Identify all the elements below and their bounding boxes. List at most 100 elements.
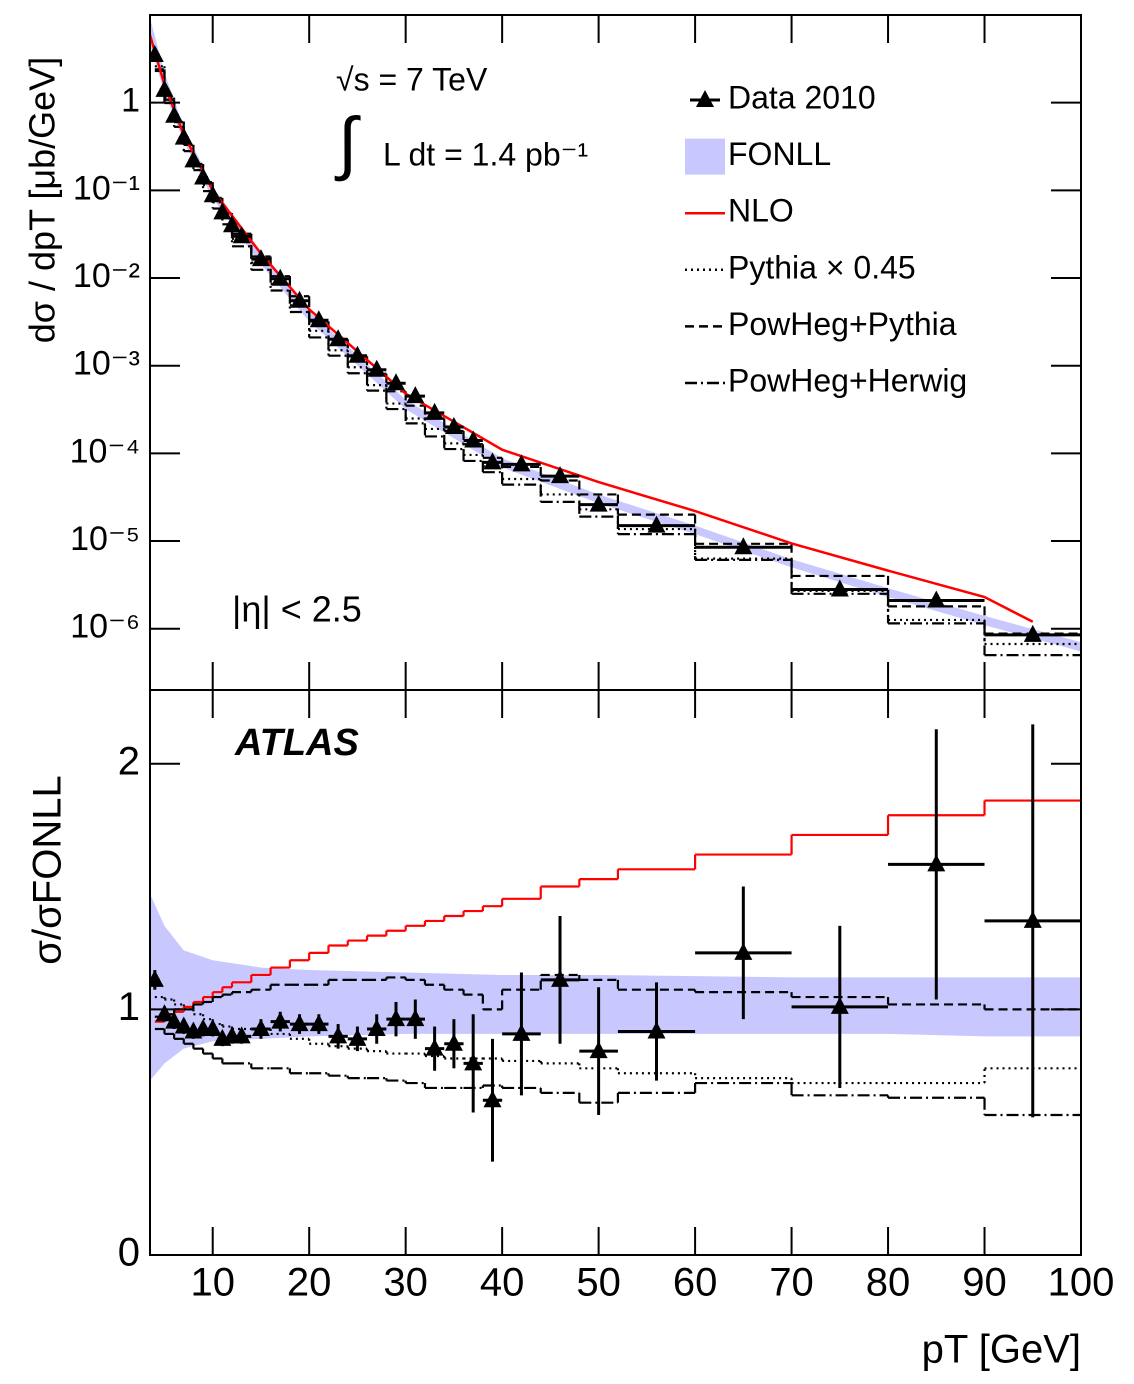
data-point: [589, 494, 608, 512]
x-tick-label: 100: [1048, 1261, 1115, 1305]
data-point: [174, 1016, 193, 1034]
data-point: [367, 359, 386, 377]
axes: 1 10⁻¹ 10⁻² 10⁻³ 10⁻⁴ 10⁻⁵ 10⁻⁶ 0 1 2 10 20 30 40 50 60…: [70, 15, 1115, 1305]
x-tick-label: 50: [576, 1261, 621, 1305]
y-tick-label: 10⁻⁴: [70, 432, 140, 470]
data-point: [329, 329, 348, 347]
data-point: [184, 150, 203, 168]
y-tick-label: 0: [118, 1231, 140, 1275]
legend-label: FONLL: [728, 136, 831, 172]
y-tick-label: 10⁻⁶: [70, 608, 140, 646]
data-point: [830, 579, 849, 597]
data-point: [387, 373, 406, 391]
data-point: [512, 454, 531, 472]
y-tick-label: 10⁻³: [73, 345, 140, 383]
data-point: [387, 1009, 406, 1027]
data-point: [483, 452, 502, 470]
data-point: [223, 215, 242, 233]
data-point: [213, 202, 232, 220]
x-tick-label: 90: [962, 1261, 1007, 1305]
data-point: [194, 167, 213, 185]
data-point: [1023, 910, 1042, 928]
legend-label: Data 2010: [728, 79, 876, 115]
data-point: [165, 1011, 184, 1029]
y-tick-label: 10⁻²: [73, 257, 140, 295]
legend-label: PowHeg+Pythia: [728, 306, 957, 342]
data-point: [290, 290, 309, 308]
annotation: |η| < 2.5: [232, 589, 362, 630]
ratio-plot: [150, 724, 1081, 1162]
y-tick-label: 2: [118, 739, 140, 783]
data-point: [348, 1028, 367, 1046]
data-point: [251, 1019, 270, 1036]
x-axis-label: pT [GeV]: [922, 1328, 1081, 1372]
data-point: [155, 1004, 174, 1022]
x-tick-label: 40: [480, 1261, 525, 1305]
data-point: [309, 1014, 328, 1032]
x-tick-label: 10: [190, 1261, 235, 1305]
data-point: [425, 1038, 444, 1056]
x-tick-label: 60: [673, 1261, 718, 1305]
data-point: [734, 537, 753, 555]
data-point: [830, 996, 849, 1014]
data-point: [150, 969, 164, 987]
data-point: [927, 854, 946, 872]
data-point: [406, 386, 425, 404]
y-tick-label: 1: [121, 82, 140, 120]
data-point: [464, 1053, 483, 1071]
data-point: [348, 345, 367, 363]
data-point: [647, 515, 666, 533]
y-tick-label: 10⁻¹: [73, 169, 140, 207]
data-point: [232, 226, 251, 244]
data-point: [155, 79, 174, 97]
data-point: [251, 249, 270, 267]
y-axis-label: σ/σFONLL: [26, 775, 70, 964]
legend-symbol: [685, 138, 725, 175]
data-point: [551, 466, 570, 484]
legend-symbol: [696, 90, 714, 107]
annotation: √s = 7 TeV: [336, 61, 488, 97]
x-tick-label: 80: [866, 1261, 911, 1305]
data-point: [464, 430, 483, 448]
data-point: [165, 105, 184, 123]
legend-label: NLO: [728, 193, 794, 229]
data-point: [589, 1041, 608, 1059]
data-point: [512, 1023, 531, 1041]
data-point: [271, 1011, 290, 1029]
data-point: [367, 1019, 386, 1036]
annotation: L dt = 1.4 pb⁻¹: [383, 136, 588, 172]
data-point: [483, 1090, 502, 1108]
data-point: [444, 1033, 463, 1051]
legend-label: Pythia × 0.45: [728, 249, 916, 285]
data-point: [647, 1021, 666, 1039]
data-point: [309, 310, 328, 328]
x-tick-label: 70: [769, 1261, 814, 1305]
y-axis-label: dσ / dpT [μb/GeV]: [22, 57, 63, 343]
data-point: [551, 969, 570, 987]
data-point: [425, 402, 444, 420]
data-point: [174, 127, 193, 145]
y-tick-label: 1: [118, 985, 140, 1029]
data-point: [329, 1026, 348, 1044]
annotation: ∫: [334, 103, 361, 181]
data-point: [271, 268, 290, 286]
data-point: [150, 44, 164, 62]
data-point: [203, 185, 222, 203]
data-point: [232, 1026, 251, 1044]
data-point: [444, 416, 463, 434]
upper-plot: [150, 17, 1081, 657]
data-point: [203, 1019, 222, 1036]
atlas-label: ATLAS: [234, 722, 359, 764]
data-point: [406, 1009, 425, 1027]
data-point: [290, 1014, 309, 1032]
data-point: [927, 590, 946, 608]
data-point: [734, 942, 753, 960]
x-tick-label: 30: [383, 1261, 428, 1305]
data-point: [1023, 624, 1042, 642]
frame-bottom: [149, 689, 1082, 1256]
legend-label: PowHeg+Herwig: [728, 362, 967, 398]
x-tick-label: 20: [287, 1261, 332, 1305]
y-tick-label: 10⁻⁵: [70, 520, 140, 558]
legend: Data 2010 FONLL NLO Pythia × 0.45 PowHeg+Pyt…: [685, 79, 967, 398]
